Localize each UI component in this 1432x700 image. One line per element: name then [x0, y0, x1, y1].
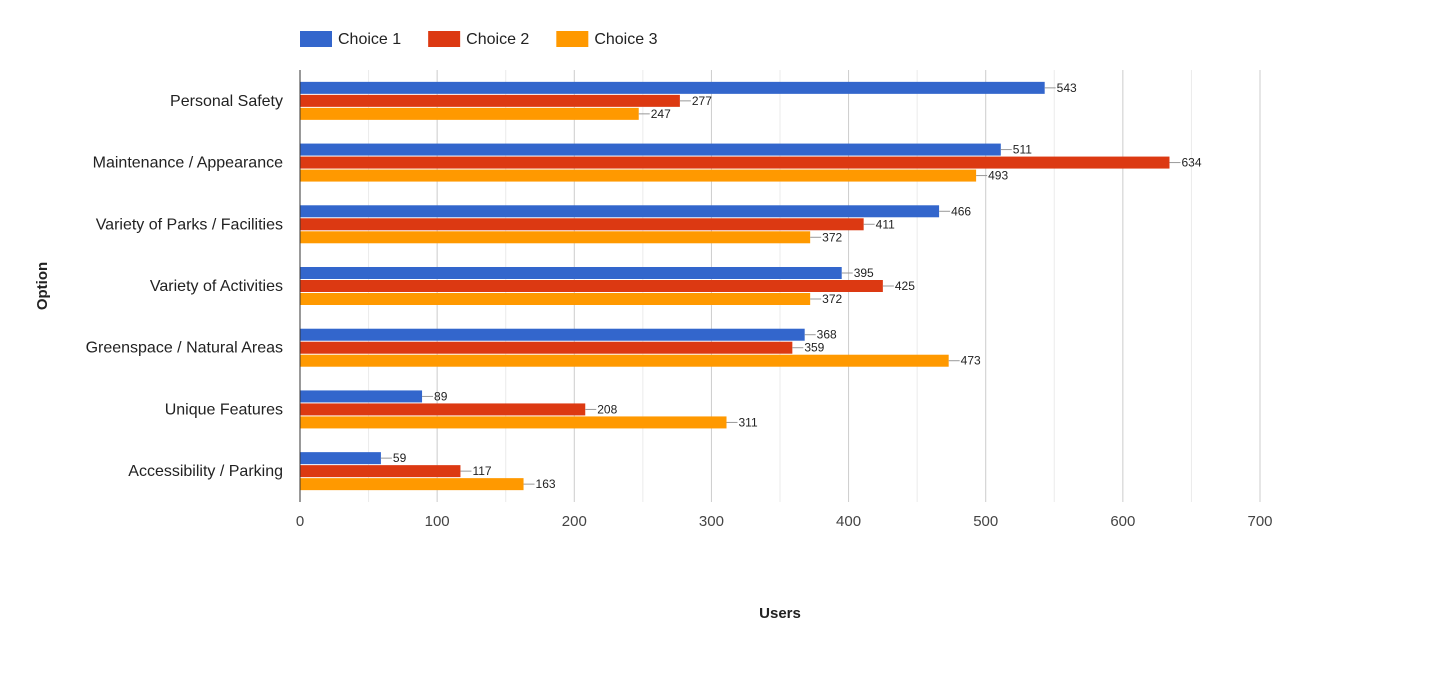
- data-label: 59: [393, 451, 407, 465]
- x-axis-ticks: 0 100 200 300 400 500 600 700: [296, 513, 1273, 530]
- x-tick-label: 500: [973, 513, 998, 530]
- category-label: Greenspace / Natural Areas: [86, 340, 283, 357]
- x-tick-label: 700: [1247, 513, 1272, 530]
- x-tick-label: 0: [296, 513, 304, 530]
- bar: [300, 478, 524, 491]
- bars: 5432772475116344934664113723954253723683…: [300, 81, 1202, 491]
- data-label: 634: [1181, 156, 1201, 170]
- bar: [300, 403, 586, 416]
- data-label: 89: [434, 389, 448, 403]
- data-label: 311: [739, 415, 758, 429]
- data-label: 425: [895, 279, 915, 293]
- bar: [300, 452, 381, 465]
- data-label: 208: [597, 402, 617, 416]
- legend-swatch: [300, 31, 332, 47]
- bar: [300, 231, 811, 244]
- data-label: 466: [951, 204, 971, 218]
- x-tick-label: 200: [562, 513, 587, 530]
- x-tick-label: 300: [699, 513, 724, 530]
- bar: [300, 465, 461, 478]
- legend-label: Choice 3: [594, 31, 657, 48]
- y-axis-categories: Personal Safety Maintenance / Appearance V…: [86, 93, 284, 480]
- data-label: 163: [536, 477, 556, 491]
- bar: [300, 218, 864, 231]
- category-label: Variety of Parks / Facilities: [96, 216, 283, 233]
- bar: [300, 143, 1001, 156]
- legend-swatch: [556, 31, 589, 47]
- category-label: Personal Safety: [170, 93, 283, 110]
- data-label: 395: [854, 266, 874, 280]
- x-axis-title: Users: [759, 605, 801, 622]
- x-tick-label: 100: [425, 513, 450, 530]
- bar: [300, 169, 977, 182]
- data-label: 359: [804, 341, 824, 355]
- bar: [300, 267, 842, 279]
- data-label: 411: [876, 217, 895, 231]
- x-tick-label: 600: [1110, 513, 1135, 530]
- data-label: 368: [817, 328, 837, 342]
- bar: [300, 416, 727, 429]
- data-label: 493: [988, 169, 1008, 183]
- legend-swatch: [428, 31, 461, 47]
- bar: [300, 328, 805, 341]
- category-label: Accessibility / Parking: [128, 463, 283, 480]
- data-label: 473: [961, 354, 981, 368]
- category-label: Variety of Activities: [150, 278, 283, 295]
- bar: [300, 390, 423, 403]
- legend-label: Choice 2: [466, 31, 529, 48]
- bar: [300, 156, 1170, 169]
- bar: [300, 280, 883, 292]
- data-label: 511: [1013, 143, 1032, 157]
- bar: [300, 94, 680, 107]
- data-label: 247: [651, 107, 671, 121]
- category-label: Unique Features: [165, 401, 283, 418]
- bar: [300, 354, 949, 367]
- data-label: 372: [822, 230, 842, 244]
- bar: [300, 205, 940, 218]
- category-label: Maintenance / Appearance: [93, 155, 283, 172]
- bar: [300, 341, 793, 354]
- data-label: 277: [692, 94, 712, 108]
- data-label: 543: [1057, 81, 1077, 95]
- data-label: 372: [822, 292, 842, 306]
- y-axis-title: Option: [34, 262, 51, 310]
- legend-label: Choice 1: [338, 31, 401, 48]
- bar: [300, 293, 811, 305]
- bar: [300, 81, 1045, 94]
- bar: [300, 107, 639, 120]
- data-label: 117: [472, 464, 491, 478]
- legend: Choice 1 Choice 2 Choice 3: [300, 31, 658, 48]
- x-tick-label: 400: [836, 513, 861, 530]
